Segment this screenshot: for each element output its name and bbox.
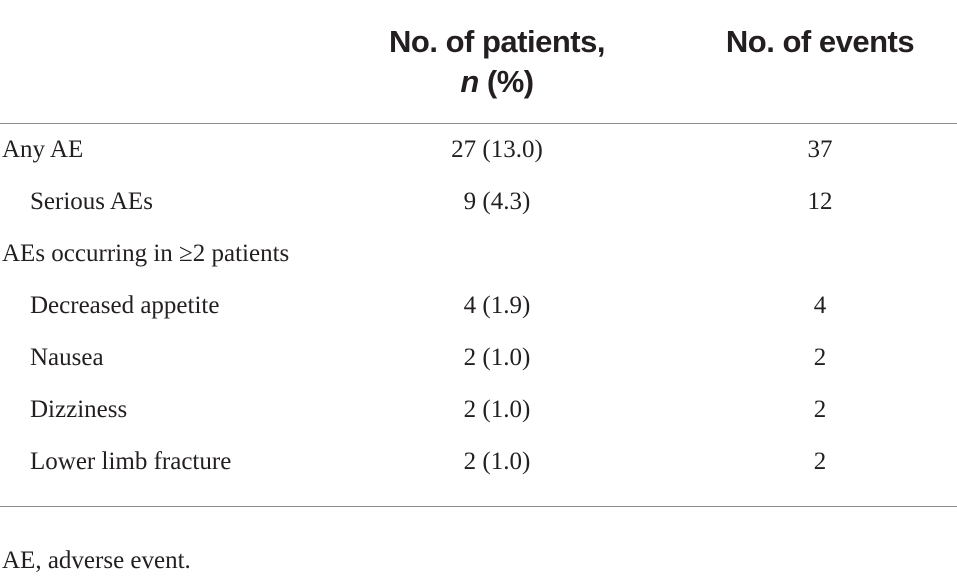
events-cell: 2 (813, 448, 827, 475)
row-label: Serious AEs (30, 188, 153, 215)
row-label: Dizziness (30, 396, 128, 423)
rule (0, 506, 957, 507)
header-text: No. of patients, (389, 24, 605, 59)
events-cell: 12 (807, 188, 833, 215)
patients-cell: 27 (13.0) (451, 136, 543, 163)
events-cell: 2 (813, 344, 827, 371)
patients-cell: 4 (1.9) (463, 292, 531, 319)
row-label: Nausea (30, 344, 104, 371)
header-text: (%) (486, 64, 534, 99)
row-label: Any AE (2, 136, 84, 163)
footnote: AE, adverse event. (2, 547, 191, 574)
row-label: Lower limb fracture (30, 448, 232, 475)
events-cell: 37 (807, 136, 833, 163)
events-cell: 2 (813, 396, 827, 423)
rule (0, 123, 957, 124)
column-header: No. of events (700, 22, 940, 62)
patients-cell: 2 (1.0) (463, 344, 531, 371)
header-text: No. of events (725, 24, 915, 59)
row-label: AEs occurring in ≥2 patients (2, 240, 290, 267)
column-header: No. of patients, n (%) (377, 22, 617, 102)
patients-cell: 9 (4.3) (463, 188, 531, 215)
events-cell: 4 (813, 292, 827, 319)
header-text: n (460, 64, 479, 99)
row-label: Decreased appetite (30, 292, 220, 319)
patients-cell: 2 (1.0) (463, 448, 531, 475)
patients-cell: 2 (1.0) (463, 396, 531, 423)
